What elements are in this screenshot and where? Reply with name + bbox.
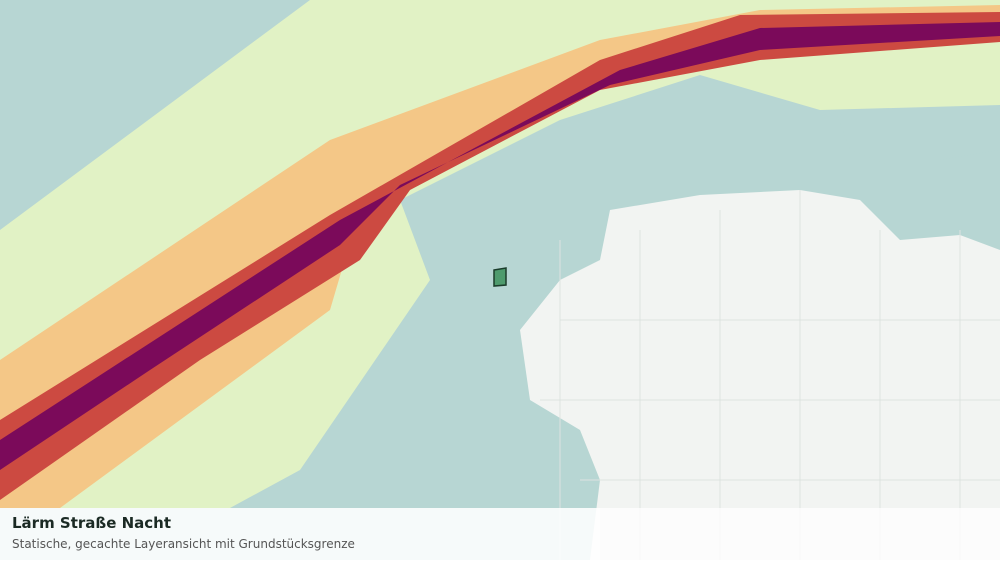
parcel-boundary (493, 267, 507, 287)
grid (540, 190, 1000, 560)
noise-band-mid (0, 5, 1000, 508)
layer-subtitle: Statische, gecachte Layeransicht mit Gru… (12, 537, 355, 551)
caption-strip (600, 508, 1000, 560)
layer-title: Lärm Straße Nacht (12, 514, 172, 532)
noise-band-low (0, 0, 1000, 508)
caption: Lärm Straße Nacht Statische, gecachte La… (0, 508, 600, 560)
